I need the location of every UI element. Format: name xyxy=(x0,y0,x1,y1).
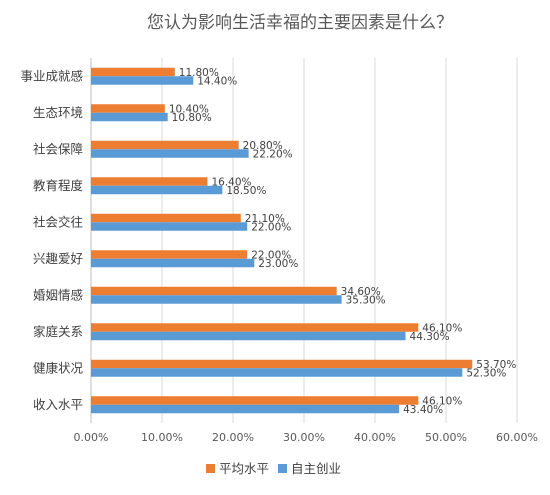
category-label: 收入水平 xyxy=(33,397,83,412)
legend-label-average: 平均水平 xyxy=(219,461,269,476)
data-label: 43.40% xyxy=(403,404,443,416)
data-label: 22.20% xyxy=(253,148,293,160)
data-label: 14.40% xyxy=(197,75,237,87)
bar-average xyxy=(91,213,241,223)
category-label: 兴趣爱好 xyxy=(33,251,83,266)
category-label: 健康状况 xyxy=(33,360,84,375)
data-label: 46.10% xyxy=(422,322,462,334)
category-label: 社会交往 xyxy=(33,214,83,229)
bar-average xyxy=(91,250,248,259)
bar-self-employed xyxy=(91,112,168,122)
x-tick-label: 60.00% xyxy=(496,431,538,444)
chart-title: 您认为影响生活幸福的主要因素是什么？ xyxy=(147,13,453,33)
labels: 0.00% 10.00% 20.00% 30.00% 40.00% 50.00% 60.00… xyxy=(20,67,537,444)
data-label: 20.80% xyxy=(243,140,283,152)
bar-self-employed xyxy=(91,76,194,85)
category-label: 生态环境 xyxy=(33,105,83,120)
data-label: 10.40% xyxy=(169,103,209,115)
x-tick-label: 0.00% xyxy=(74,431,109,444)
data-label: 16.40% xyxy=(211,176,251,188)
bar-self-employed xyxy=(91,404,400,414)
data-label: 23.00% xyxy=(258,258,298,270)
data-label: 10.80% xyxy=(172,112,212,124)
category-label: 事业成就感 xyxy=(20,68,83,83)
data-label: 52.30% xyxy=(466,367,506,379)
data-label: 34.60% xyxy=(341,286,381,298)
bar-average xyxy=(91,140,239,150)
bar-self-employed xyxy=(91,295,342,304)
bar-self-employed xyxy=(91,258,255,268)
bar-average xyxy=(91,177,208,186)
data-label: 35.30% xyxy=(346,294,386,306)
bar-self-employed xyxy=(91,368,463,377)
bar-average xyxy=(91,323,419,332)
bar-self-employed xyxy=(91,331,406,341)
data-label: 11.80% xyxy=(179,67,219,79)
category-label: 社会保障 xyxy=(33,141,83,156)
bar-self-employed xyxy=(91,149,249,158)
bar-average xyxy=(91,286,337,296)
category-label: 家庭关系 xyxy=(33,324,83,339)
x-tick-label: 40.00% xyxy=(354,431,396,444)
data-label: 46.10% xyxy=(422,395,462,407)
bar-average xyxy=(91,67,175,77)
x-tick-label: 30.00% xyxy=(283,431,325,444)
legend-swatch-average xyxy=(206,464,215,473)
x-tick-label: 50.00% xyxy=(425,431,467,444)
category-label: 教育程度 xyxy=(33,178,84,193)
legend-label-self-employed: 自主创业 xyxy=(291,461,341,476)
bar-self-employed xyxy=(91,185,223,195)
bars xyxy=(91,67,473,414)
bar-self-employed xyxy=(91,222,248,231)
data-label: 22.00% xyxy=(251,221,291,233)
data-label: 21.10% xyxy=(245,213,285,225)
legend-swatch-self-employed xyxy=(278,464,287,473)
bar-average xyxy=(91,396,419,405)
data-label: 53.70% xyxy=(476,359,516,371)
data-label: 18.50% xyxy=(226,185,266,197)
data-label: 44.30% xyxy=(410,331,450,343)
bar-average xyxy=(91,104,165,113)
x-tick-label: 10.00% xyxy=(141,431,183,444)
bar-average xyxy=(91,359,473,369)
data-label: 22.00% xyxy=(251,249,291,261)
legend: 平均水平 自主创业 xyxy=(206,461,341,476)
x-tick-label: 20.00% xyxy=(212,431,254,444)
category-label: 婚姻情感 xyxy=(33,287,83,302)
